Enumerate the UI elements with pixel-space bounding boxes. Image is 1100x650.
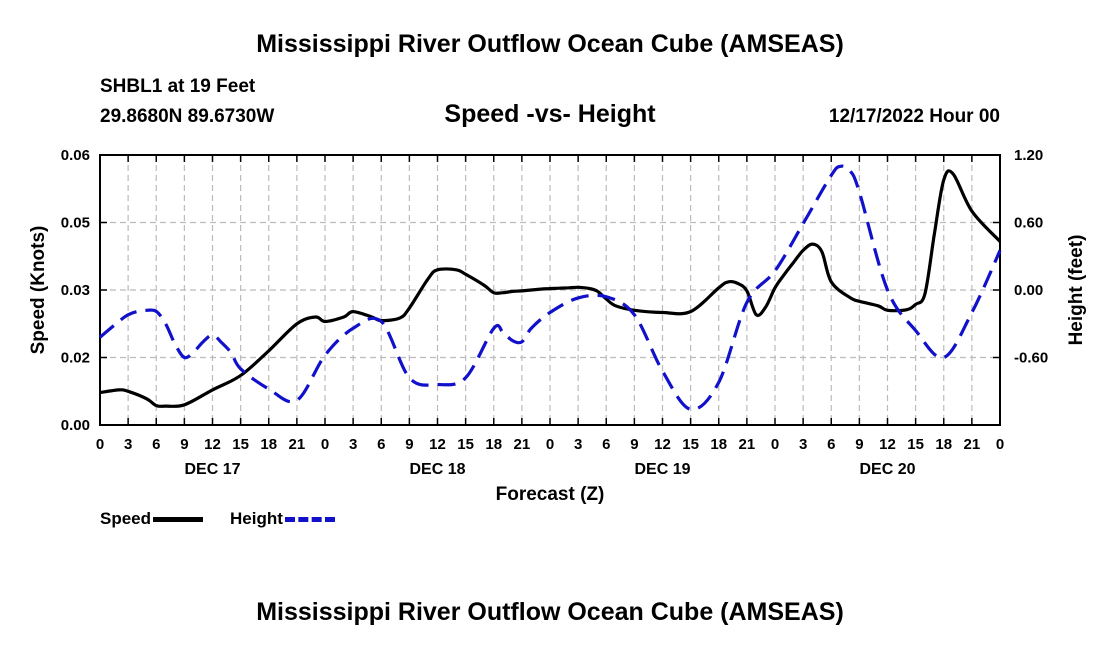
- y-tick-label: 0.00: [61, 417, 90, 434]
- coordinates-label: 29.8680N 89.6730W: [100, 106, 275, 127]
- y-right-tick-label: 1.20: [1014, 147, 1043, 164]
- y-axis-label-right: Height (feet): [1066, 235, 1087, 346]
- x-tick-label: 15: [457, 436, 474, 453]
- x-tick-label: 12: [654, 436, 671, 453]
- x-tick-label: 3: [799, 436, 807, 453]
- x-tick-label: 9: [180, 436, 188, 453]
- legend-speed: Speed: [100, 509, 204, 529]
- y-tick-label: 0.06: [61, 147, 90, 164]
- x-tick-label: 6: [827, 436, 835, 453]
- y-tick-label: 0.03: [61, 282, 90, 299]
- x-tick-label: 21: [739, 436, 756, 453]
- x-tick-label: 18: [485, 436, 502, 453]
- series-line-height: [98, 164, 1002, 411]
- chart-subtitle: Speed -vs- Height: [444, 100, 656, 128]
- x-tick-label: 0: [546, 436, 554, 453]
- footer-title: Mississippi River Outflow Ocean Cube (AM…: [256, 598, 844, 626]
- x-day-label: DEC 17: [184, 461, 240, 478]
- grid-layer: [100, 155, 1000, 425]
- x-tick-label: 21: [514, 436, 531, 453]
- legend-speed-swatch: [153, 516, 204, 522]
- x-day-label: DEC 20: [859, 461, 915, 478]
- legend-height: Height: [230, 509, 335, 529]
- x-tick-label: 0: [96, 436, 104, 453]
- x-tick-label: 9: [405, 436, 413, 453]
- chart-title: Mississippi River Outflow Ocean Cube (AM…: [256, 30, 844, 58]
- legend-height-swatch: [284, 516, 335, 522]
- x-tick-label: 12: [429, 436, 446, 453]
- y-right-tick-label: -0.60: [1014, 350, 1048, 367]
- x-tick-label: 0: [321, 436, 329, 453]
- x-tick-label: 3: [349, 436, 357, 453]
- x-tick-label: 6: [152, 436, 160, 453]
- x-tick-label: 9: [855, 436, 863, 453]
- x-axis-label: Forecast (Z): [496, 484, 605, 505]
- forecast-datetime: 12/17/2022 Hour 00: [828, 106, 1000, 127]
- speed-vs-height-chart: 0 3 6 9 12 15 18 21 0 3 6 9 12 15 18 21 0 3 6 9 12 15 18 21 0 3 6 9…: [28, 147, 1087, 505]
- x-day-label: DEC 19: [634, 461, 690, 478]
- y-right-tick-label: 0.00: [1014, 282, 1043, 299]
- x-tick-label: 0: [996, 436, 1004, 453]
- series-layer: [98, 164, 1002, 411]
- tick-layer: 0 3 6 9 12 15 18 21 0 3 6 9 12 15 18 21 0 3 6 9 12 15 18 21 0 3 6 9…: [61, 147, 1048, 478]
- x-tick-label: 15: [232, 436, 249, 453]
- x-tick-label: 15: [682, 436, 699, 453]
- station-label: SHBL1 at 19 Feet: [100, 76, 256, 97]
- y-axis-label-left: Speed (Knots): [28, 226, 49, 355]
- x-tick-label: 18: [710, 436, 727, 453]
- x-tick-label: 12: [204, 436, 221, 453]
- legend-speed-label: Speed: [100, 509, 152, 528]
- x-tick-label: 12: [879, 436, 896, 453]
- x-tick-label: 3: [124, 436, 132, 453]
- x-tick-label: 21: [964, 436, 981, 453]
- x-tick-label: 18: [935, 436, 952, 453]
- legend-height-label: Height: [230, 509, 283, 528]
- x-tick-label: 0: [771, 436, 779, 453]
- y-tick-label: 0.02: [61, 350, 90, 367]
- x-tick-label: 18: [260, 436, 277, 453]
- x-tick-label: 15: [907, 436, 924, 453]
- x-tick-label: 9: [630, 436, 638, 453]
- x-tick-label: 3: [574, 436, 582, 453]
- x-day-label: DEC 18: [409, 461, 465, 478]
- x-tick-label: 6: [602, 436, 610, 453]
- x-tick-label: 21: [289, 436, 306, 453]
- y-right-tick-label: 0.60: [1014, 215, 1043, 232]
- y-tick-label: 0.05: [61, 215, 90, 232]
- series-line-speed: [99, 169, 1002, 408]
- x-tick-label: 6: [377, 436, 385, 453]
